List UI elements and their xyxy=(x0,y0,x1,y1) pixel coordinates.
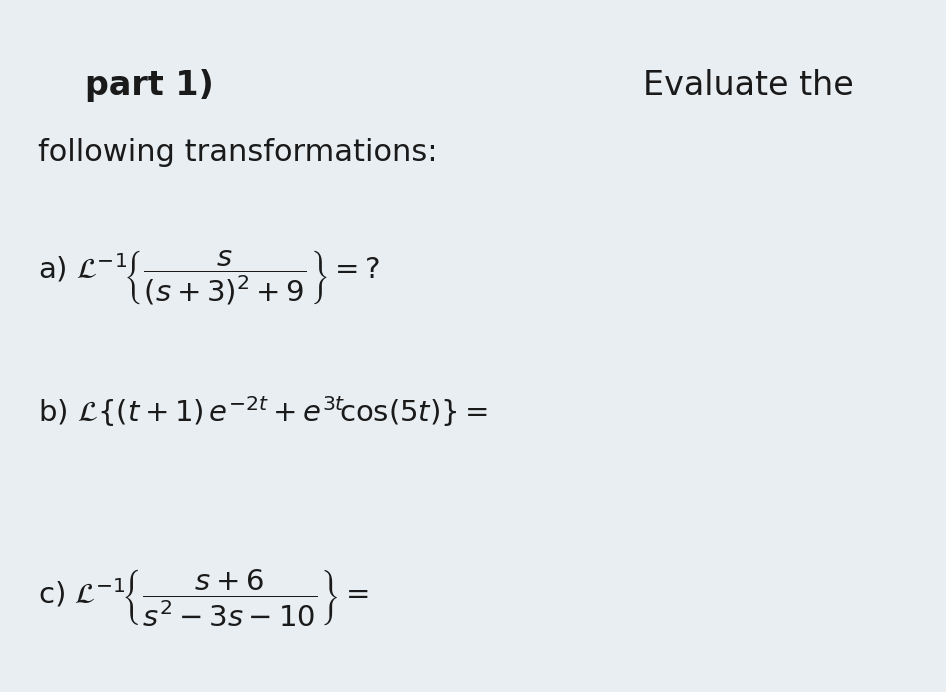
Text: c) $\mathcal{L}^{-1}\!\left\{\dfrac{s+6}{s^2-3s-10}\right\} =$: c) $\mathcal{L}^{-1}\!\left\{\dfrac{s+6}… xyxy=(38,567,369,628)
Text: Evaluate the: Evaluate the xyxy=(643,69,854,102)
Text: b) $\mathcal{L}\{(t+1)\,e^{-2t}+e^{3t}\!\cos(5t)\} =$: b) $\mathcal{L}\{(t+1)\,e^{-2t}+e^{3t}\!… xyxy=(38,394,488,429)
Text: following transformations:: following transformations: xyxy=(38,138,437,167)
Text: part 1): part 1) xyxy=(85,69,214,102)
Text: a) $\mathcal{L}^{-1}\!\left\{\dfrac{s}{(s+3)^2+9}\right\} = ?$: a) $\mathcal{L}^{-1}\!\left\{\dfrac{s}{(… xyxy=(38,249,380,307)
